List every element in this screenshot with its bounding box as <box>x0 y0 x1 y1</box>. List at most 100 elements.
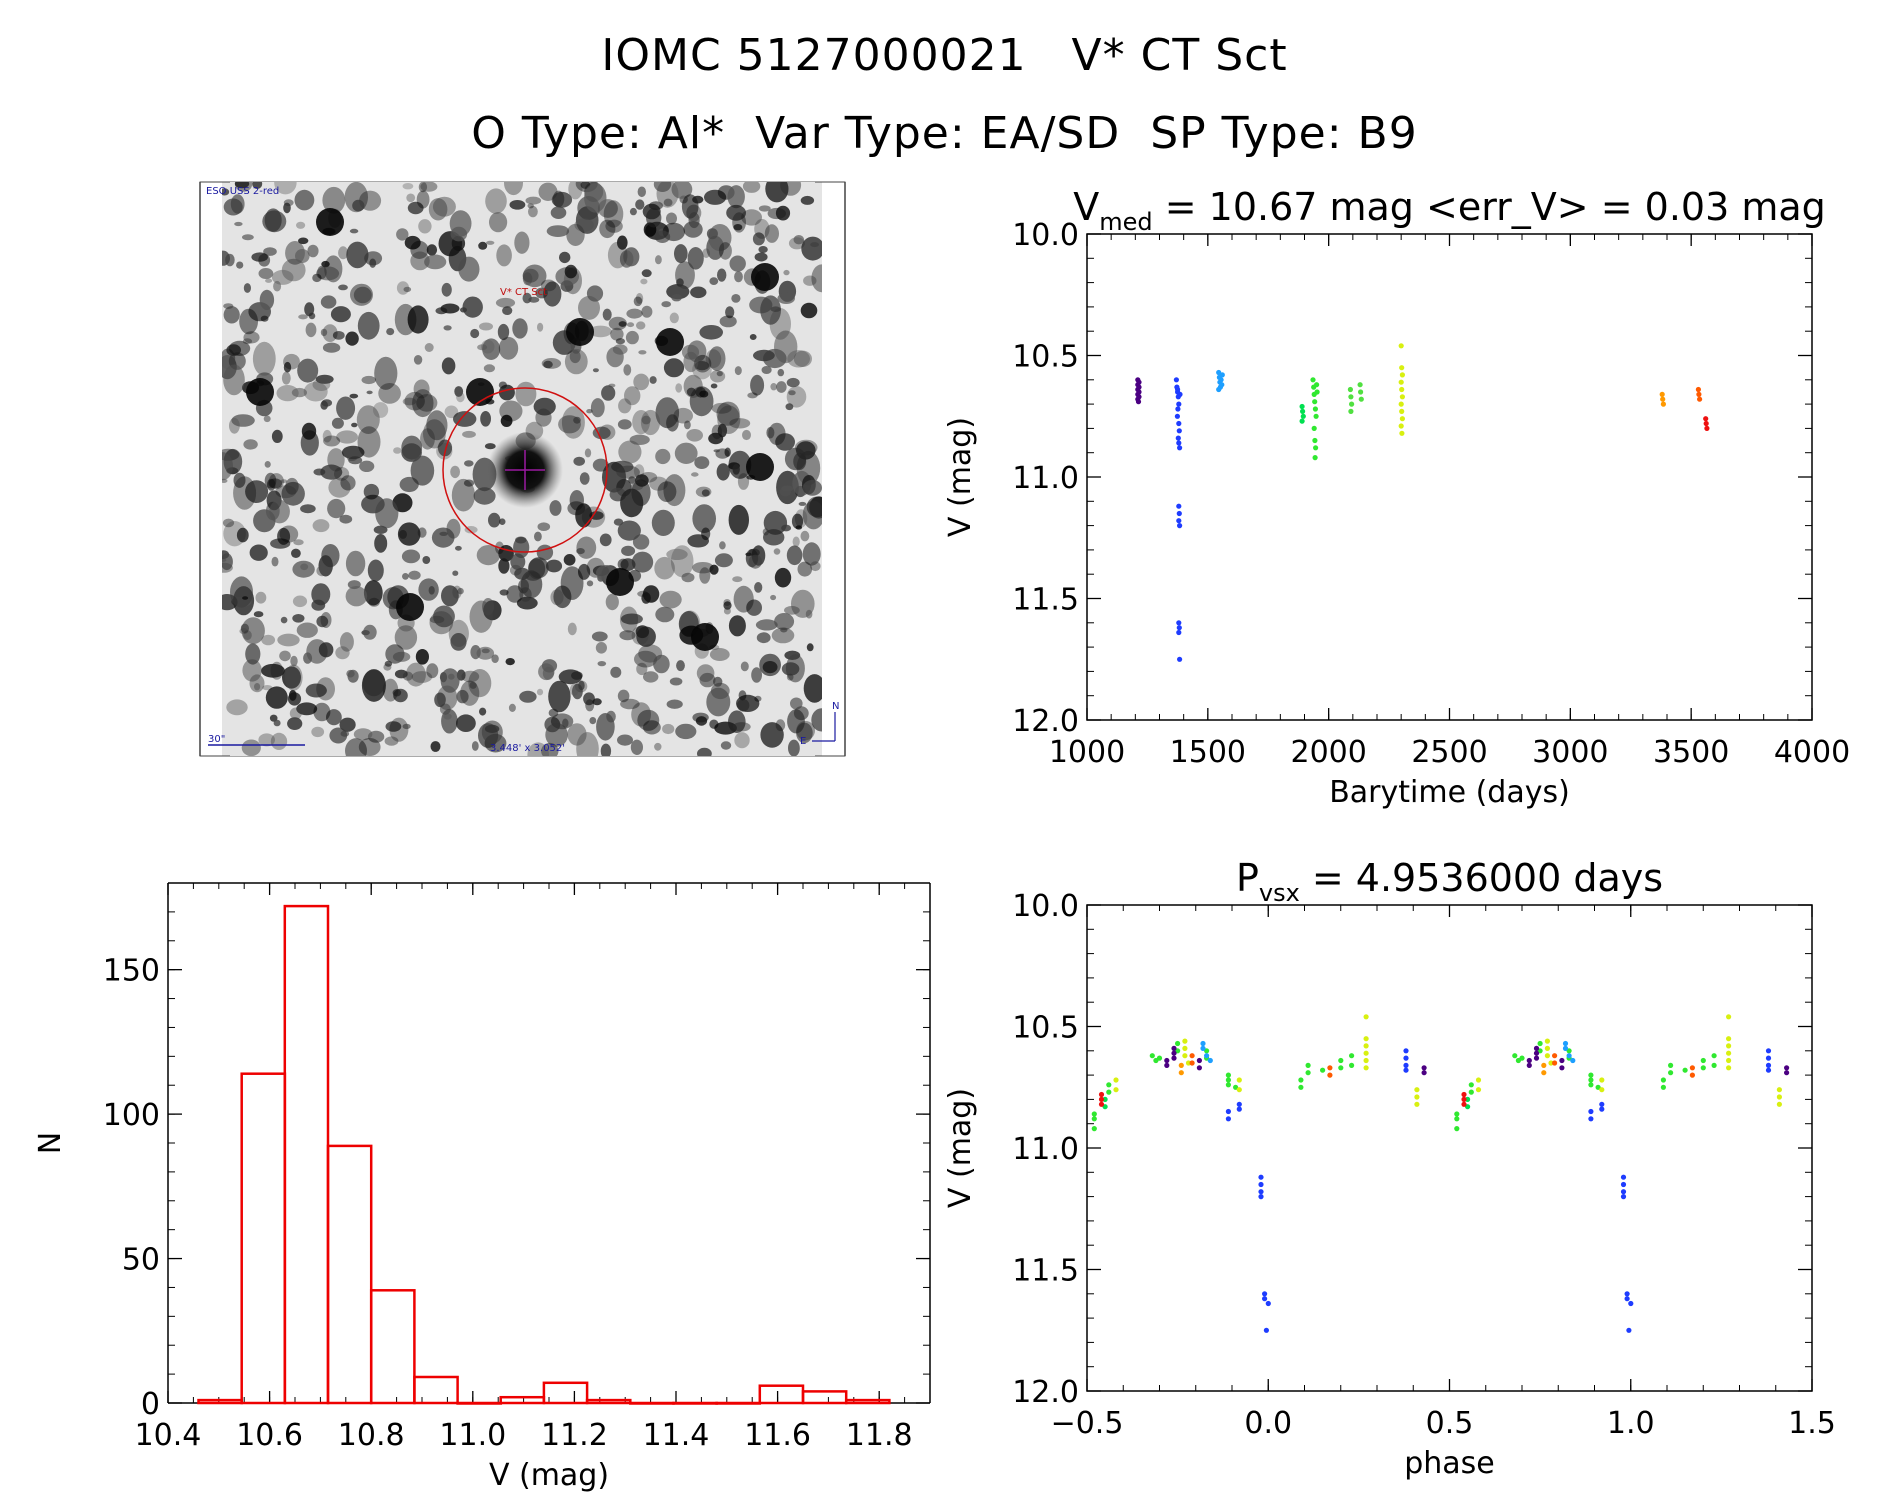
sky-blob <box>596 713 615 741</box>
sky-blob <box>801 236 822 261</box>
data-point <box>1399 386 1405 393</box>
data-point <box>1153 1057 1159 1064</box>
sky-blob <box>281 371 291 385</box>
y-tick-label: 10.5 <box>1012 340 1079 375</box>
sky-blob <box>560 566 584 600</box>
data-point <box>1204 1055 1210 1061</box>
data-point <box>1399 365 1405 371</box>
sky-blob <box>320 295 337 309</box>
sky-blob <box>287 692 302 706</box>
sky-blob <box>798 501 807 506</box>
sky-blob <box>634 650 658 668</box>
data-point <box>1784 1065 1790 1071</box>
sky-blob <box>616 465 640 479</box>
sky-blob <box>663 358 685 378</box>
sky-blob <box>550 589 564 606</box>
sky-blob <box>440 668 460 693</box>
sky-blob <box>701 489 710 497</box>
sky-blob <box>527 203 534 209</box>
page-title: IOMC 5127000021 V* CT Sct <box>601 30 1288 81</box>
sky-blob <box>763 510 788 535</box>
data-point <box>1726 1050 1732 1056</box>
sky-blob <box>558 669 583 685</box>
sky-blob <box>282 666 301 689</box>
sky-blob <box>654 230 671 243</box>
data-point <box>1700 1065 1706 1071</box>
data-point <box>1348 408 1354 414</box>
data-point <box>1219 372 1225 378</box>
sky-blob <box>578 680 585 691</box>
data-point <box>1156 1055 1163 1061</box>
data-point <box>1312 455 1318 461</box>
sky-blob <box>551 191 573 208</box>
data-point <box>1533 1045 1540 1051</box>
data-point <box>1765 1048 1772 1054</box>
sky-blob <box>484 443 496 450</box>
sky-blob <box>339 717 356 732</box>
field-star <box>656 328 684 356</box>
sky-blob <box>254 683 261 691</box>
sky-blob <box>271 556 279 567</box>
sky-blob <box>298 237 309 245</box>
sky-blob <box>374 534 388 553</box>
sky-blob <box>469 681 477 689</box>
sky-blob <box>629 207 637 216</box>
sky-blob <box>476 545 501 566</box>
data-point <box>1349 1062 1355 1068</box>
sky-blob <box>787 709 805 734</box>
sky-blob <box>803 674 822 703</box>
sky-blob <box>230 576 253 608</box>
sky-blob <box>576 548 585 555</box>
sky-blob <box>450 465 460 479</box>
sky-blob <box>396 281 410 295</box>
data-point <box>1177 523 1183 529</box>
data-point <box>1312 406 1318 412</box>
sky-blob <box>336 430 358 444</box>
data-point <box>1696 391 1702 397</box>
histogram-bar <box>715 1401 762 1405</box>
data-point <box>1726 1014 1732 1020</box>
sky-blob <box>413 379 430 399</box>
data-point <box>1091 1126 1097 1132</box>
sky-blob <box>655 397 680 429</box>
sky-blob <box>410 251 430 271</box>
sky-blob <box>635 625 650 639</box>
histogram-bar <box>456 1401 503 1405</box>
sky-blob <box>268 473 284 490</box>
data-point <box>1454 1116 1460 1122</box>
sky-blob <box>489 212 508 233</box>
data-point <box>1726 1057 1732 1064</box>
north-label: N <box>832 701 839 712</box>
sky-blob <box>262 685 273 691</box>
sky-blob <box>649 376 657 384</box>
sky-blob <box>537 322 544 332</box>
data-point <box>1398 401 1404 407</box>
sky-blob <box>545 722 568 747</box>
sky-blob <box>502 306 513 315</box>
sky-blob <box>724 447 731 457</box>
data-point <box>1559 1057 1565 1064</box>
sky-blob <box>223 306 240 324</box>
sky-blob <box>718 242 732 260</box>
data-point <box>1624 1291 1630 1297</box>
sky-blob <box>562 718 569 728</box>
sky-blob <box>742 182 761 193</box>
sky-blob <box>392 651 411 662</box>
sky-blob <box>316 266 340 281</box>
sky-blob <box>281 258 306 282</box>
sky-blob <box>393 447 402 454</box>
data-point <box>1265 1300 1271 1307</box>
data-point <box>1327 1072 1333 1078</box>
data-point <box>1363 1014 1369 1020</box>
sky-blob <box>605 593 619 611</box>
sky-blob <box>620 613 643 625</box>
sky-blob <box>322 429 332 443</box>
sky-blob <box>452 585 462 599</box>
sky-blob <box>695 716 708 726</box>
data-point <box>1177 391 1183 397</box>
sky-blob <box>468 669 492 698</box>
data-point <box>1544 1038 1550 1044</box>
data-point <box>1726 1036 1732 1042</box>
data-point <box>1620 1194 1627 1200</box>
data-point <box>1135 377 1141 383</box>
